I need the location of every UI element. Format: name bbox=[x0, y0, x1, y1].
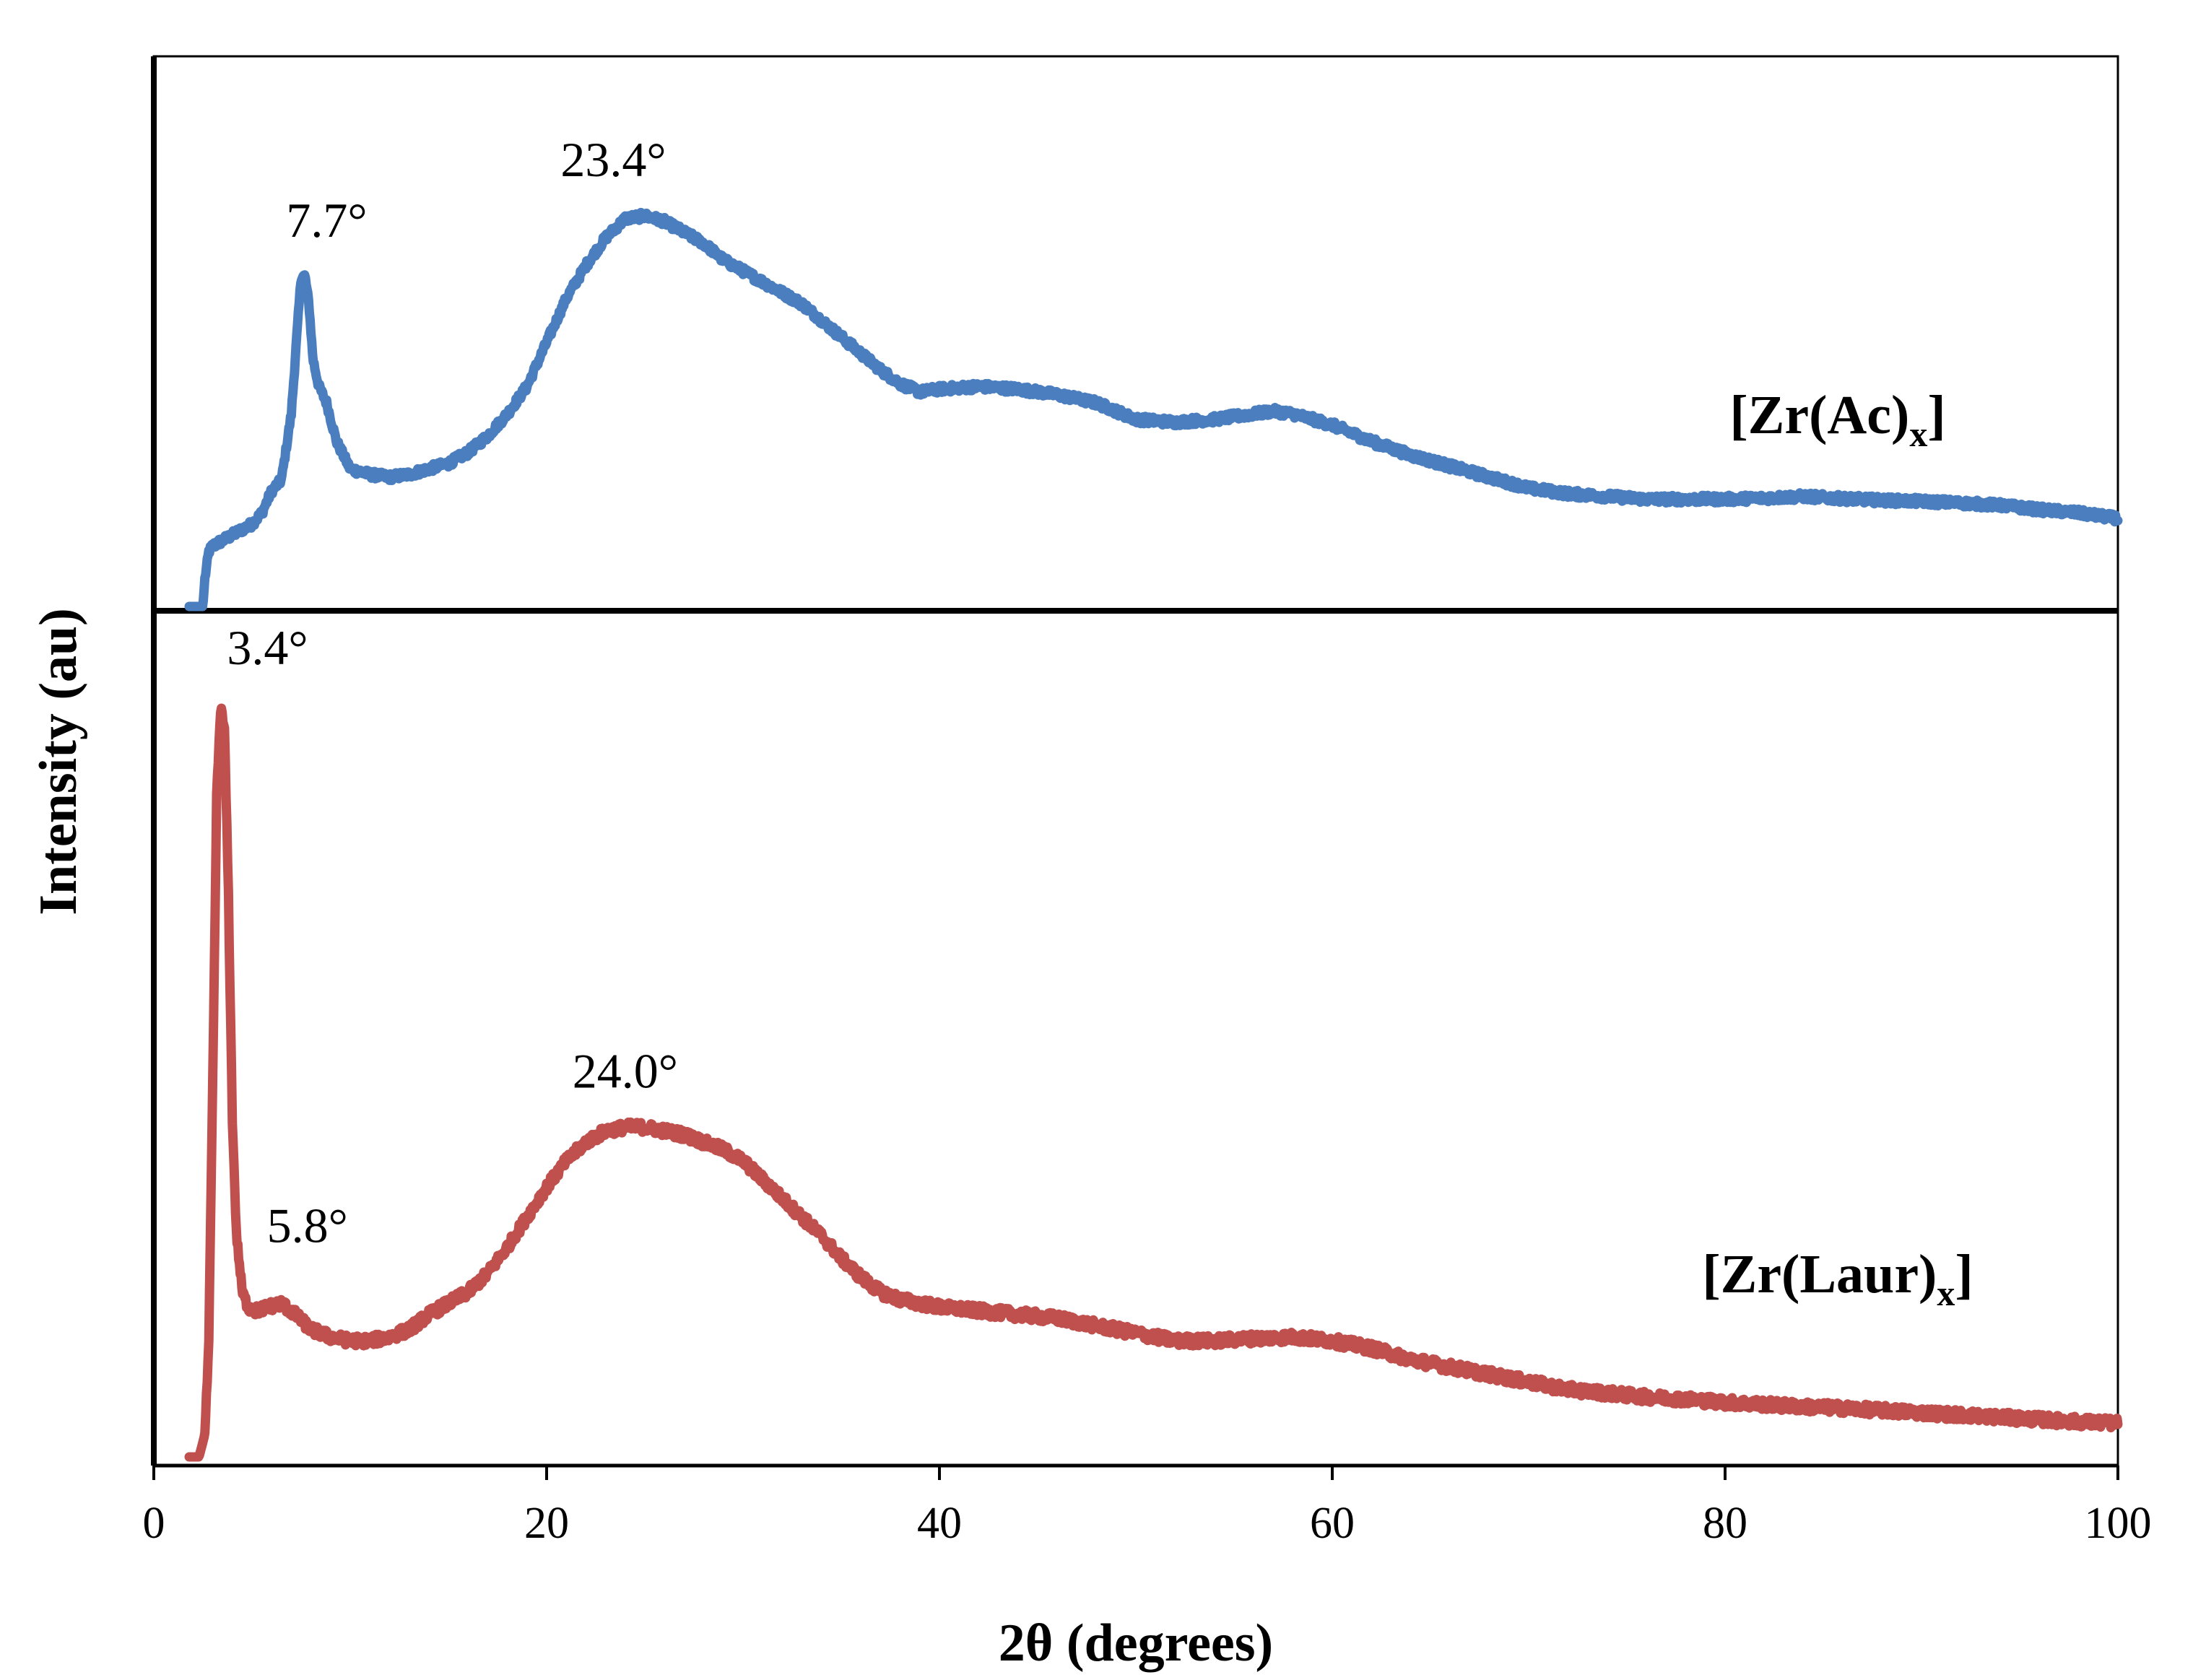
annotation-layer: 7.7° 23.4° 3.4° 5.8° 24.0° bbox=[227, 132, 678, 1253]
series-line-bottom bbox=[184, 703, 2123, 1462]
peak-annotation: 23.4° bbox=[560, 132, 666, 187]
series-layer bbox=[184, 207, 2123, 1462]
x-tick-label: 100 bbox=[2085, 1499, 2152, 1548]
series-label-zr-ac: [Zr(Ac)x] bbox=[1729, 385, 1945, 454]
x-axis-title: 2θ (degrees) bbox=[999, 1614, 1273, 1673]
series-label-zr-laur-main: [Zr(Laur) bbox=[1702, 1244, 1937, 1305]
series-label-zr-laur-close: ] bbox=[1955, 1244, 1973, 1305]
y-axis-title: Intensity (au) bbox=[29, 608, 88, 915]
series-label-zr-ac-close: ] bbox=[1927, 385, 1945, 445]
x-tick-label: 0 bbox=[143, 1499, 165, 1548]
peak-annotation: 5.8° bbox=[267, 1198, 348, 1253]
x-tick-label: 20 bbox=[524, 1499, 569, 1548]
series-line-top bbox=[184, 207, 2123, 611]
x-axis-ticks: 0 20 40 60 80 100 bbox=[143, 1466, 2152, 1548]
series-label-zr-laur-subscript: x bbox=[1937, 1273, 1955, 1313]
x-tick-label: 40 bbox=[917, 1499, 962, 1548]
series-label-zr-ac-main: [Zr(Ac) bbox=[1729, 385, 1909, 445]
x-tick-label: 80 bbox=[1703, 1499, 1747, 1548]
series-label-zr-laur: [Zr(Laur)x] bbox=[1702, 1244, 1973, 1313]
peak-annotation: 24.0° bbox=[573, 1043, 678, 1098]
x-tick-label: 60 bbox=[1310, 1499, 1355, 1548]
series-label-zr-ac-subscript: x bbox=[1909, 414, 1927, 454]
peak-annotation: 7.7° bbox=[286, 193, 367, 248]
peak-annotation: 3.4° bbox=[227, 620, 308, 675]
